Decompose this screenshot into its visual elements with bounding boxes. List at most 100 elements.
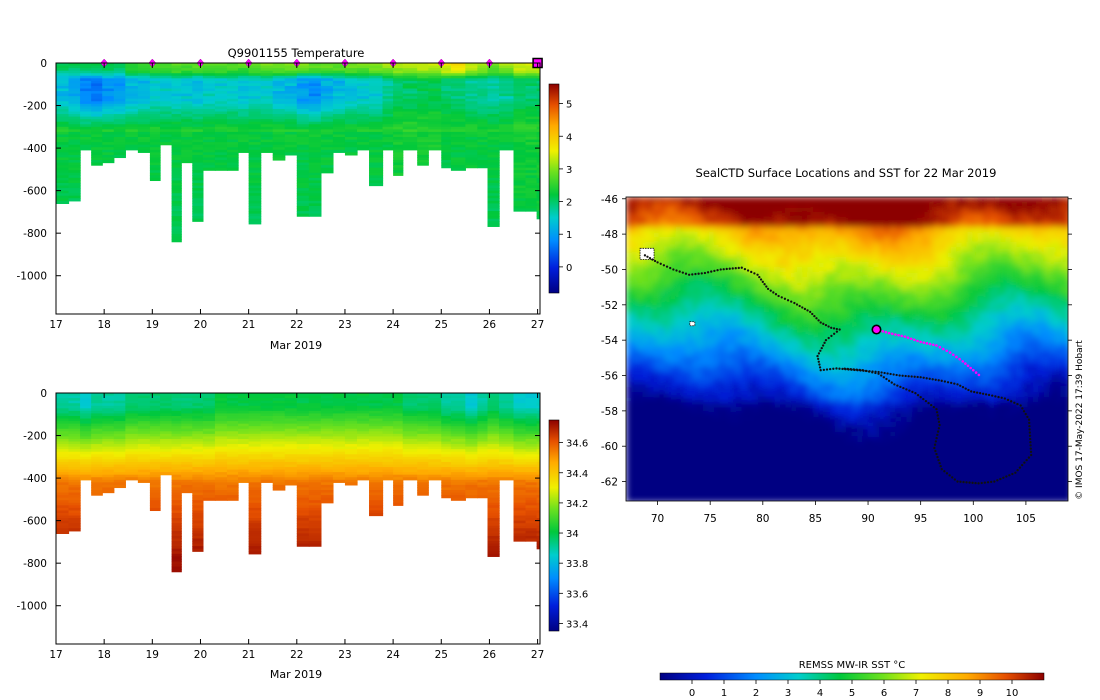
sst-cell [747,217,753,223]
temperature-cell [308,154,322,159]
salinity-cell [344,469,358,473]
colorbar-tick-label: 33.4 [566,619,588,630]
sst-cell [1055,207,1061,213]
temperature-cell [308,167,322,171]
temperature-cell [181,63,193,67]
salinity-cell [226,492,239,496]
salinity-cell [356,461,370,466]
temperature-cell [260,73,274,77]
temperature-cell [137,78,151,82]
salinity-cell [214,461,228,466]
salinity-cell [80,464,92,468]
salinity-cell [465,449,478,453]
sst-cell [774,207,781,213]
sst-cell [1044,222,1050,228]
salinity-cell [272,469,286,473]
temperature-cell [56,114,70,118]
temperature-cell [525,103,538,107]
temperature-cell [171,236,182,240]
salinity-cell [393,484,404,489]
sst-cell [791,237,797,243]
temperature-cell [56,116,70,120]
sst-cell [934,252,940,258]
temperature-cell [68,103,81,107]
salinity-cell [320,408,334,412]
temperature-cell [487,180,500,184]
temperature-cell [113,73,126,77]
salinity-cell [181,467,193,471]
sst-cell [829,257,836,263]
salinity-cell [248,444,262,448]
temperature-cell [402,68,418,72]
sst-cell [708,257,715,263]
temperature-cell [487,172,500,176]
salinity-cell [248,464,262,468]
temperature-cell [499,124,515,128]
sst-cell [956,227,962,233]
salinity-cell [181,459,193,463]
salinity-cell [272,395,286,399]
sst-cell [906,247,913,253]
salinity-cell [192,400,204,404]
salinity-cell [417,438,429,443]
temperature-cell [238,119,250,123]
temperature-cell [344,83,358,87]
temperature-cell [171,170,182,174]
temperature-cell [487,157,500,161]
salinity-cell [536,395,540,399]
sst-cell [840,252,847,258]
salinity-cell [487,512,500,517]
salinity-cell [477,484,489,489]
salinity-cell [477,449,489,453]
temperature-cell [513,114,527,118]
salinity-cell [181,461,193,466]
temperature-cell [238,63,250,67]
salinity-profile [382,393,394,481]
temperature-cell [56,70,70,74]
salinity-cell [450,446,466,450]
sst-cell [890,252,896,258]
salinity-cell [320,426,334,430]
temperature-cell [477,126,489,130]
sst-cell [642,227,649,233]
temperature-cell [56,172,70,176]
sst-cell [1027,217,1034,223]
temperature-cell [113,149,126,153]
temperature-cell [499,144,515,148]
temperature-cell [441,147,452,151]
temperature-cell [80,114,92,118]
sst-cell [912,252,918,258]
sst-cell [950,202,957,208]
salinity-cell [536,400,540,404]
temperature-cell [248,108,262,113]
temperature-cell [68,73,81,77]
temperature-cell [125,142,139,146]
salinity-cell [382,459,394,463]
temperature-cell [91,80,103,85]
temperature-cell [91,78,103,82]
sst-cell [692,242,698,248]
temperature-cell [382,126,394,130]
temperature-cell [248,213,262,217]
temperature-cell [160,126,173,130]
temperature-cell [284,147,298,151]
salinity-cell [513,441,527,445]
temperature-cell [465,106,478,110]
salinity-cell [202,454,216,458]
temperature-cell [525,203,538,207]
sst-cell [785,242,792,248]
salinity-cell [68,492,81,496]
temperature-cell [214,119,228,123]
temperature-cell [137,80,151,85]
salinity-cell [525,449,538,453]
salinity-cell [487,546,500,550]
temperature-cell [91,101,103,105]
x-tick-label: 19 [146,649,159,661]
sst-cell [1055,217,1061,223]
temperature-cell [393,121,404,125]
temperature-cell [477,154,489,159]
sst-cell [774,247,781,253]
sst-cell [884,197,891,203]
salinity-cell [296,428,310,432]
temperature-cell [369,103,384,107]
